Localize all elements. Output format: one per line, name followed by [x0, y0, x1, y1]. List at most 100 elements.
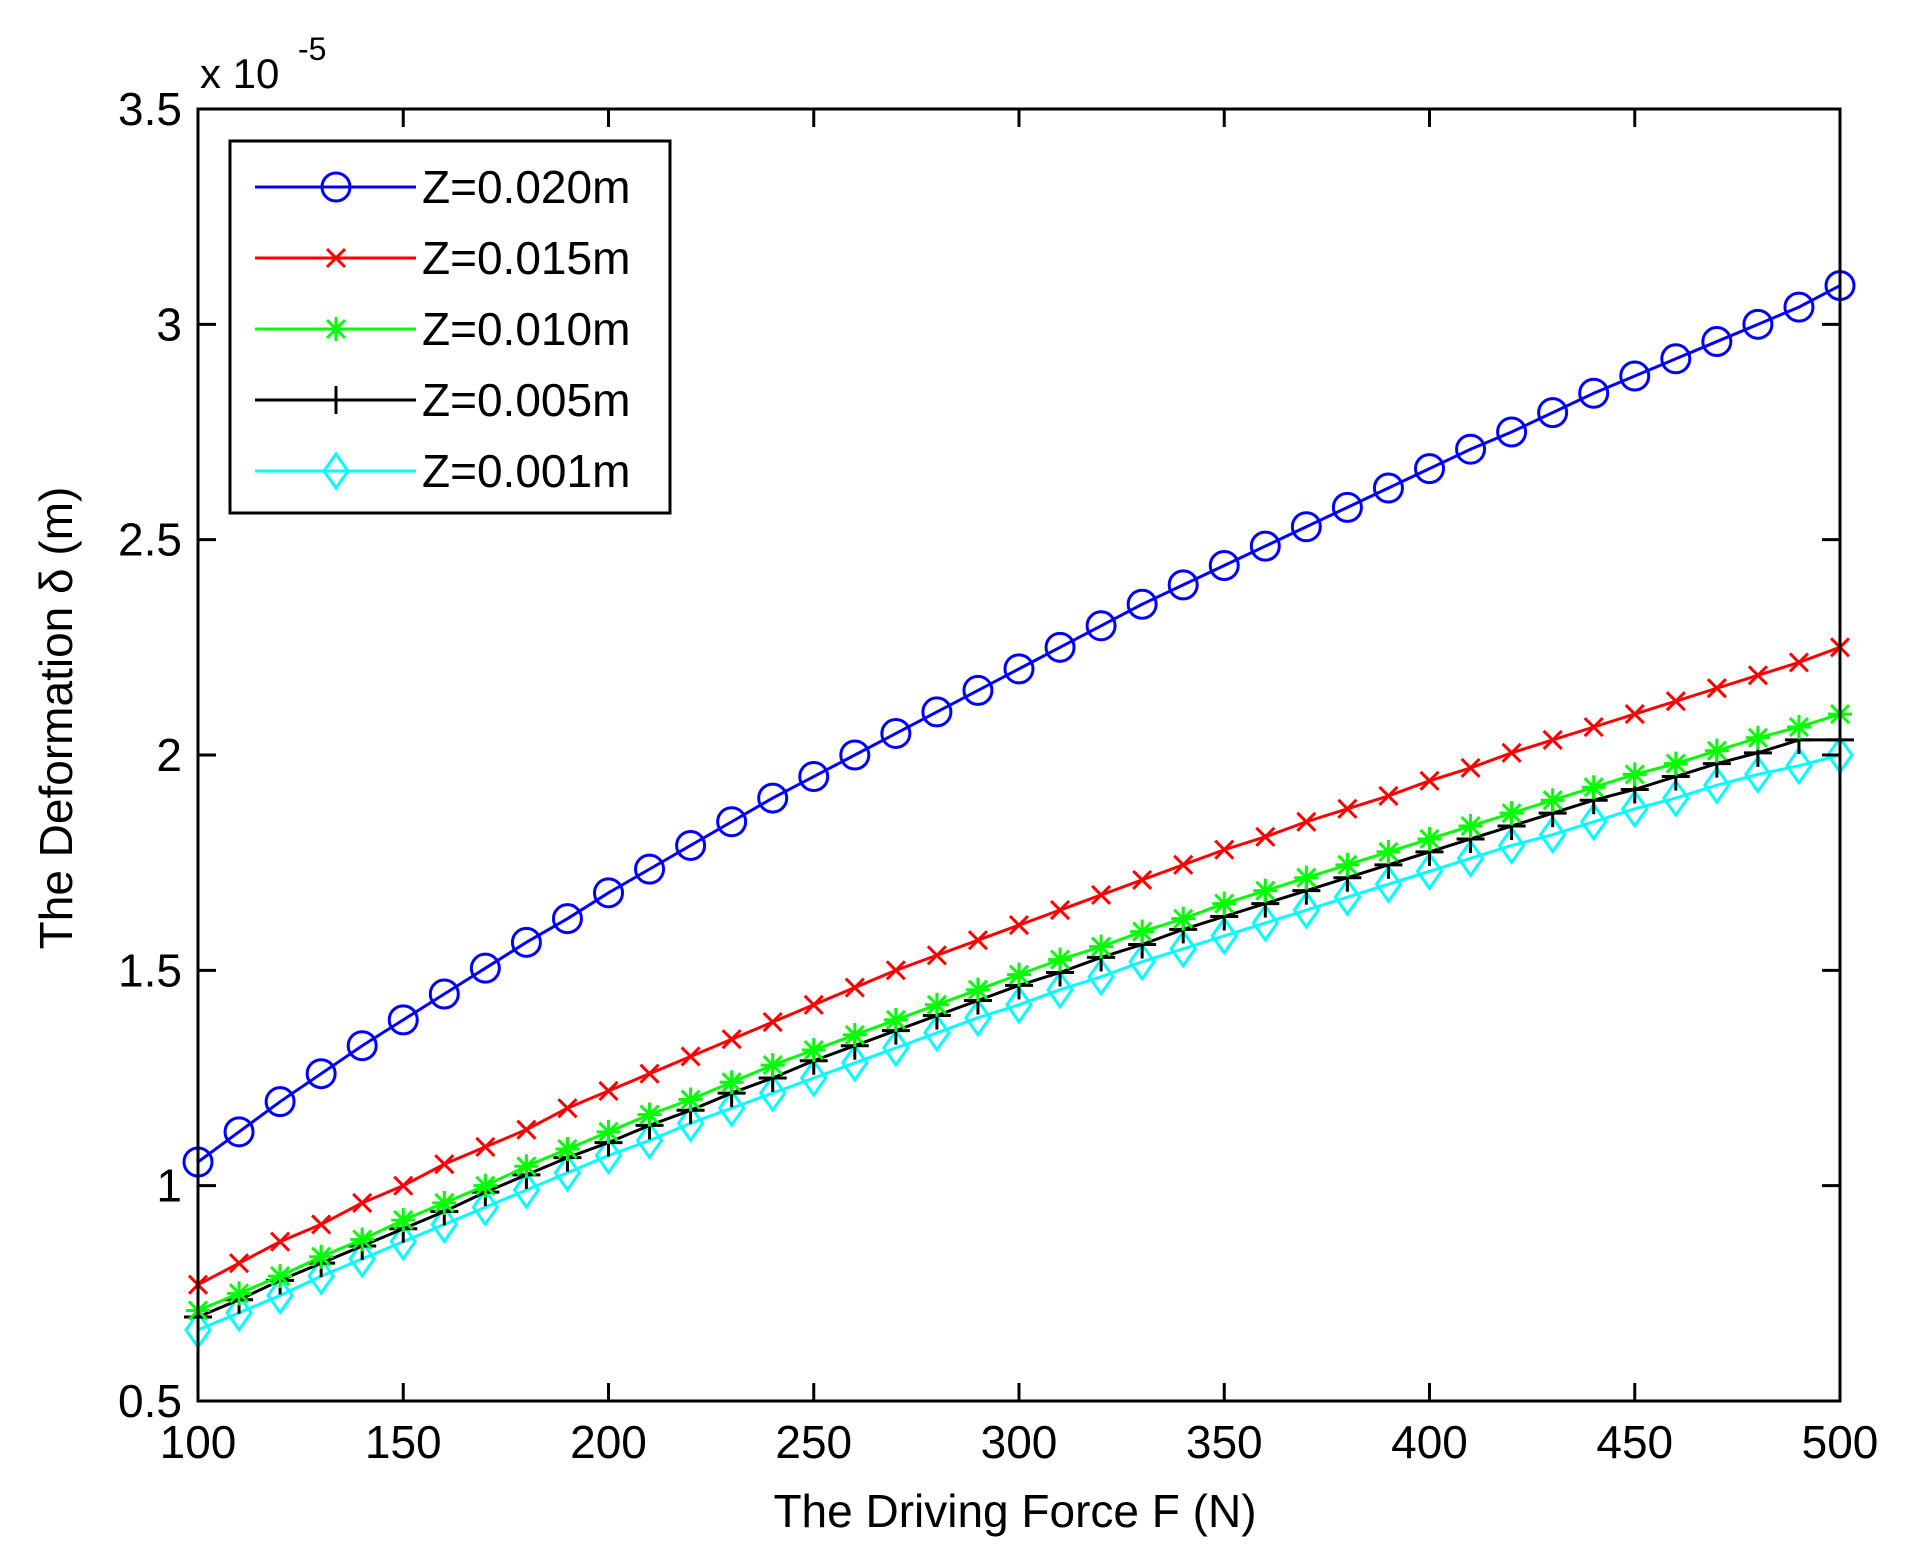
data-point: [1540, 788, 1565, 813]
legend-label: Z=0.001m: [422, 445, 630, 497]
data-point: [1538, 815, 1567, 855]
data-point: [1663, 751, 1688, 776]
data-point: [1292, 890, 1321, 930]
data-point: [514, 1154, 539, 1179]
data-point: [721, 1029, 742, 1050]
data-point: [1374, 864, 1403, 904]
data-point: [758, 1073, 787, 1113]
series-Z=0.020m: [182, 270, 1856, 1178]
data-point: [885, 960, 906, 981]
data-point: [965, 977, 990, 1002]
data-point: [962, 674, 994, 706]
data-point: [1089, 934, 1114, 959]
data-point: [391, 1208, 416, 1233]
data-point: [1785, 746, 1813, 786]
data-point: [840, 1043, 869, 1083]
data-point: [557, 1098, 578, 1119]
data-point: [1091, 884, 1112, 906]
series-Z=0.001m: [184, 735, 1854, 1350]
data-point: [798, 761, 830, 793]
data-point: [719, 1070, 744, 1095]
data-point: [926, 945, 947, 966]
data-point: [716, 806, 748, 838]
data-point: [1583, 716, 1604, 738]
data-point: [352, 1192, 373, 1213]
legend-marker: [322, 386, 350, 414]
data-point: [1049, 899, 1071, 921]
series-Z=0.010m: [186, 702, 1852, 1323]
data-point: [921, 696, 953, 728]
legend-label: Z=0.010m: [422, 303, 630, 355]
x-tick-label: 100: [160, 1416, 237, 1468]
data-point: [1745, 725, 1770, 750]
data-point: [1005, 985, 1033, 1025]
axis-ticks: [196, 107, 1842, 1403]
data-point: [307, 1256, 335, 1296]
data-point: [1747, 665, 1768, 686]
data-point: [1378, 785, 1399, 806]
data-point: [1665, 691, 1686, 712]
data-point: [799, 1058, 828, 1098]
y-tick-label: 3: [156, 298, 182, 350]
data-point: [1249, 530, 1281, 562]
data-point: [510, 926, 542, 958]
data-point: [803, 994, 824, 1015]
data-point: [311, 1214, 332, 1235]
data-point: [1742, 308, 1774, 340]
data-point: [1126, 588, 1158, 620]
data-point: [1579, 802, 1608, 842]
data-point: [1455, 433, 1487, 465]
data-point: [1458, 814, 1483, 839]
data-point: [1456, 838, 1485, 878]
y-multiplier-exponent: -5: [298, 31, 326, 67]
legend-entry: Z=0.020m: [255, 161, 630, 213]
data-point: [1501, 742, 1522, 763]
series-Z=0.015m: [187, 637, 1851, 1295]
y-tick-label: 2.5: [118, 514, 182, 566]
x-tick-label: 200: [570, 1416, 647, 1468]
data-point: [1372, 472, 1404, 504]
data-point: [1171, 906, 1196, 931]
data-point: [1044, 631, 1076, 663]
data-point: [1706, 678, 1727, 699]
data-point: [967, 930, 989, 951]
data-point: [593, 877, 624, 909]
data-point: [1251, 903, 1280, 943]
data-point: [1376, 839, 1401, 864]
legend-label: Z=0.020m: [422, 161, 630, 213]
data-point: [268, 1264, 293, 1289]
data-point: [598, 1080, 619, 1101]
data-point: [883, 1007, 908, 1032]
x-tick-label: 400: [1391, 1416, 1468, 1468]
data-point: [1786, 715, 1811, 740]
data-point: [1214, 839, 1235, 860]
data-point: [757, 782, 789, 814]
data-point: [1087, 957, 1115, 997]
data-point: [348, 1239, 377, 1279]
data-point: [760, 1053, 785, 1078]
data-point: [1581, 775, 1606, 800]
data-point: [266, 1275, 294, 1316]
data-point: [1415, 851, 1444, 891]
data-point: [1085, 610, 1117, 642]
legend-label: Z=0.005m: [422, 374, 630, 426]
data-point: [675, 829, 707, 861]
data-point: [594, 1135, 623, 1176]
data-point: [676, 1103, 705, 1143]
legend-label: Z=0.015m: [422, 232, 630, 284]
data-point: [1624, 704, 1645, 725]
data-point: [842, 1022, 867, 1047]
data-point: [1048, 947, 1073, 972]
data-point: [469, 952, 501, 984]
data-point: [596, 1119, 621, 1144]
data-point: [1335, 852, 1360, 877]
legend-entry: Z=0.010m: [255, 303, 630, 355]
legend-entries: Z=0.020m Z=0.015m Z=0.010m Z=0.005m Z=0.001m: [255, 161, 630, 497]
data-point: [1496, 416, 1528, 448]
data-point: [635, 1120, 664, 1161]
data-point: [475, 1136, 496, 1157]
data-point: [1208, 550, 1240, 582]
data-point: [964, 998, 992, 1038]
legend-marker: [320, 171, 352, 203]
